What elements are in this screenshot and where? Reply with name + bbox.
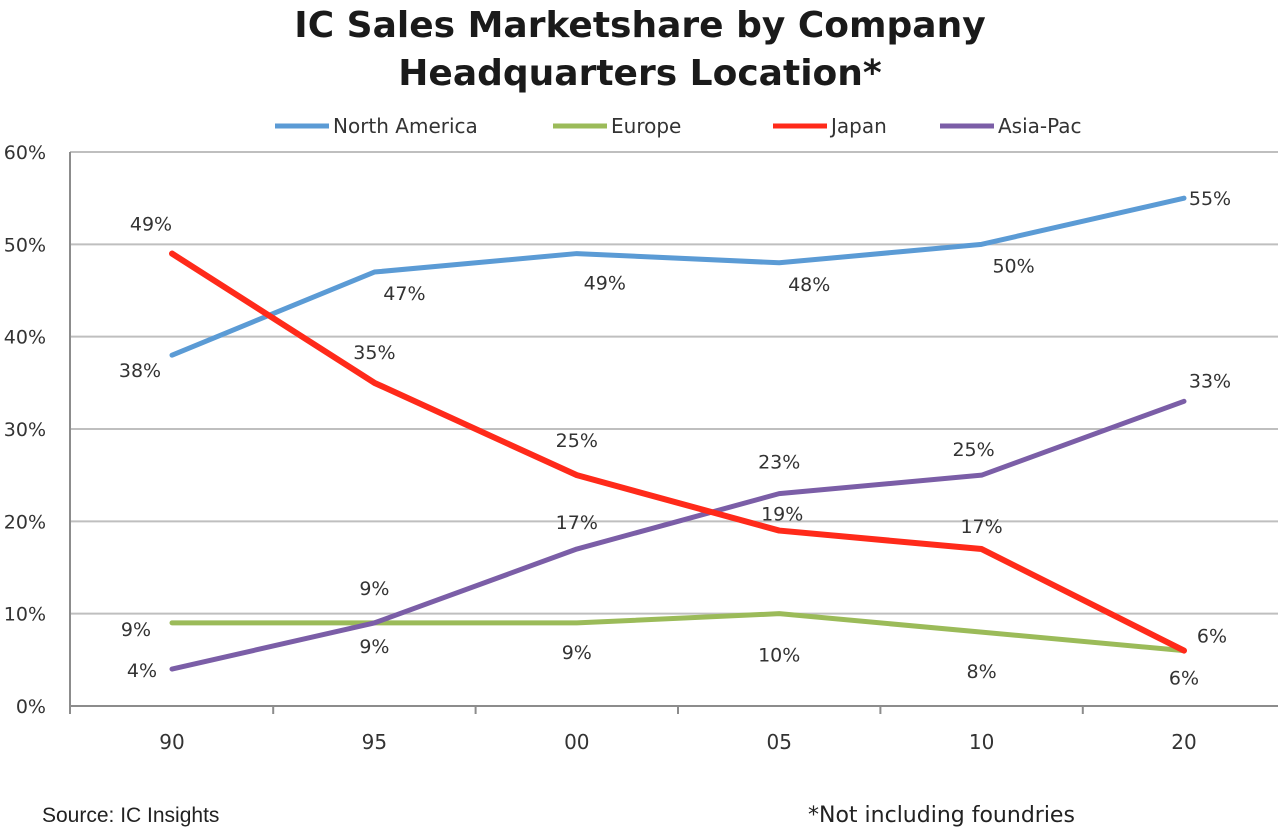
data-label: 17% bbox=[556, 512, 598, 534]
source-note: Source: IC Insights bbox=[42, 804, 220, 827]
data-label: 35% bbox=[353, 342, 395, 364]
series-lines bbox=[169, 195, 1187, 672]
chart-title: IC Sales Marketshare by Company Headquar… bbox=[0, 2, 1280, 98]
x-tick-label: 20 bbox=[1171, 730, 1196, 754]
x-tick-label: 00 bbox=[564, 730, 589, 754]
data-label: 6% bbox=[1197, 626, 1227, 648]
data-label: 25% bbox=[952, 439, 994, 461]
y-tick-label: 10% bbox=[4, 604, 46, 626]
data-label: 9% bbox=[121, 619, 151, 641]
legend: North America Europe Japan Asia-Pac bbox=[275, 114, 1082, 138]
legend-label: Europe bbox=[611, 114, 681, 138]
foundry-note: *Not including foundries bbox=[808, 803, 1075, 828]
data-label: 33% bbox=[1189, 370, 1231, 392]
chart-title-line-2: Headquarters Location* bbox=[398, 53, 882, 94]
y-tick-label: 30% bbox=[4, 419, 46, 441]
y-tick-label: 50% bbox=[4, 234, 46, 256]
chart-title-line-1: IC Sales Marketshare by Company bbox=[294, 5, 986, 46]
x-tick-label: 95 bbox=[362, 730, 387, 754]
legend-label: Asia-Pac bbox=[998, 114, 1082, 138]
data-label: 6% bbox=[1169, 668, 1199, 690]
y-tick-label: 40% bbox=[4, 327, 46, 349]
data-label: 49% bbox=[584, 273, 626, 295]
legend-item: Japan bbox=[773, 114, 887, 138]
y-tick-label: 0% bbox=[16, 696, 46, 718]
legend-label: Japan bbox=[829, 114, 887, 138]
data-label: 48% bbox=[788, 274, 830, 296]
data-label: 38% bbox=[119, 360, 161, 382]
data-label: 9% bbox=[562, 642, 592, 664]
x-tick-label: 10 bbox=[969, 730, 994, 754]
data-label: 9% bbox=[359, 578, 389, 600]
data-label: 55% bbox=[1189, 188, 1231, 210]
series-line-japan bbox=[169, 250, 1187, 654]
legend-item: Asia-Pac bbox=[940, 114, 1082, 138]
data-label: 49% bbox=[130, 214, 172, 236]
series-line-north-america bbox=[169, 195, 1187, 358]
y-tick-label: 60% bbox=[4, 142, 46, 164]
series-line-europe bbox=[169, 611, 1187, 654]
data-label: 47% bbox=[383, 283, 425, 305]
legend-item: Europe bbox=[553, 114, 681, 138]
series-line-asia-pac bbox=[169, 398, 1187, 672]
data-label: 19% bbox=[761, 504, 803, 526]
data-labels: 38% 47% 49% 48% 50% 55% 9% 9% 9% 10% 8% 6% 49% 35% 25%… bbox=[119, 188, 1231, 689]
data-label: 23% bbox=[758, 452, 800, 474]
x-tick-label: 90 bbox=[159, 730, 184, 754]
data-label: 50% bbox=[992, 255, 1034, 277]
data-label: 10% bbox=[758, 645, 800, 667]
gridlines bbox=[70, 151, 1278, 615]
axes: 0% 10% 20% 30% 40% 50% 60% 90 95 00 05 10 20 bbox=[4, 142, 1278, 754]
data-label: 25% bbox=[556, 430, 598, 452]
legend-item: North America bbox=[275, 114, 478, 138]
y-tick-label: 20% bbox=[4, 511, 46, 533]
x-tick-label: 05 bbox=[766, 730, 791, 754]
data-label: 9% bbox=[359, 636, 389, 658]
legend-label: North America bbox=[333, 114, 478, 138]
data-label: 17% bbox=[960, 516, 1002, 538]
data-label: 4% bbox=[127, 660, 157, 682]
data-label: 8% bbox=[967, 661, 997, 683]
